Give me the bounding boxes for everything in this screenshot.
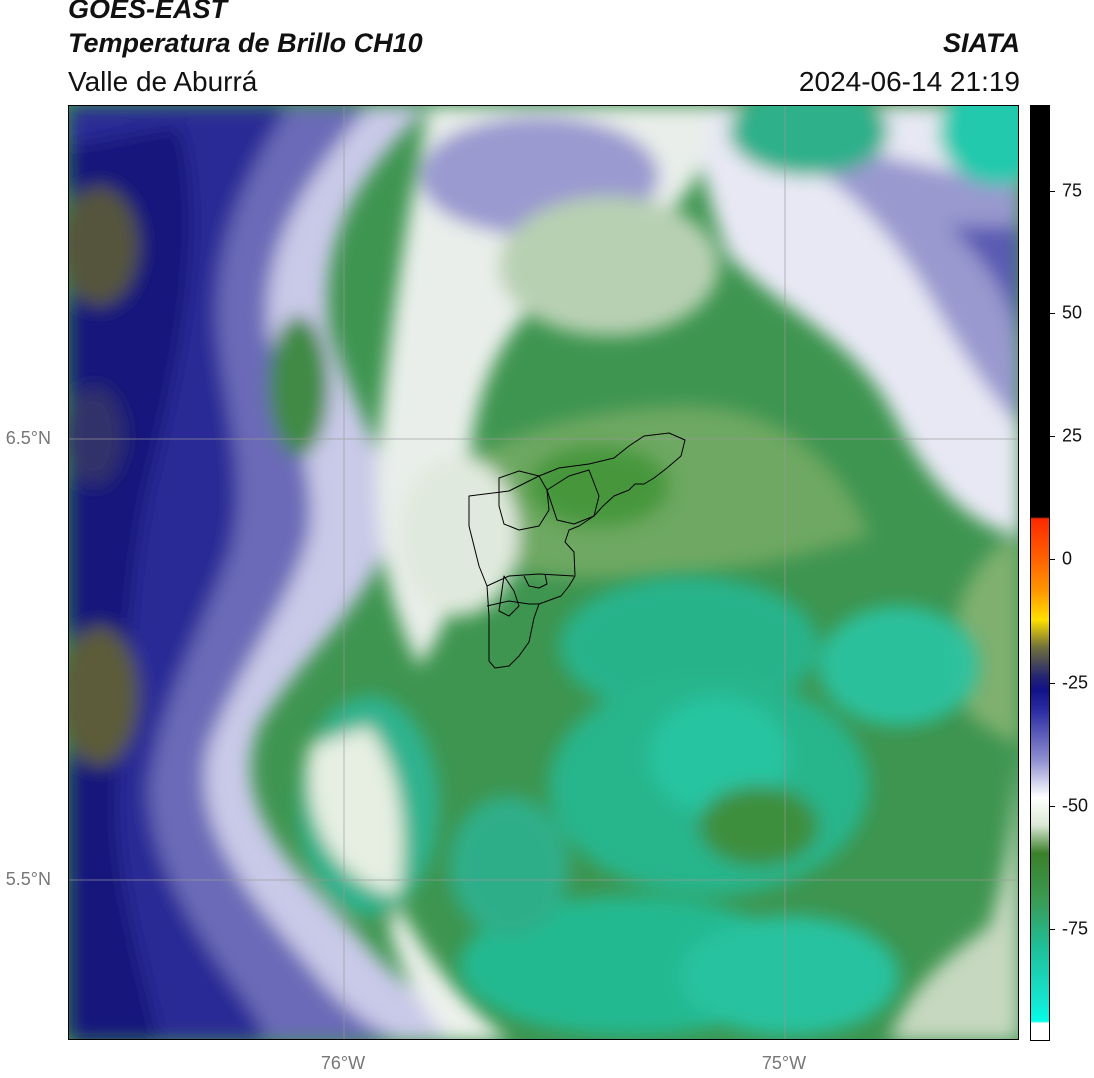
- datetime-label: 2024-06-14 21:19: [798, 66, 1020, 97]
- colorbar-label-minus25: -25: [1062, 672, 1089, 693]
- colorbar-label-minus50: -50: [1062, 795, 1089, 816]
- map-field: [69, 106, 1018, 1039]
- institution-label: SIATA: [943, 28, 1020, 58]
- colorbar-tick-minus50: [1049, 806, 1055, 807]
- lat-label-6-5: 6.5°N: [5, 428, 51, 448]
- colorbar-tick-75: [1049, 191, 1055, 192]
- colorbar-label-50: 50: [1062, 302, 1083, 323]
- temperature-colorbar: [1030, 105, 1050, 1041]
- lat-label-5-5: 5.5°N: [5, 869, 51, 889]
- colorbar-tick-minus25: [1049, 683, 1055, 684]
- municipality-boundaries: [468, 432, 686, 669]
- lon-label-76: 76°W: [320, 1053, 366, 1073]
- satellite-title: GOES-EAST: [68, 0, 228, 24]
- colorbar-label-0: 0: [1062, 548, 1073, 569]
- colorbar-tick-0: [1049, 559, 1055, 560]
- colorbar-tick-minus75: [1049, 929, 1055, 930]
- colorbar-tick-50: [1049, 313, 1055, 314]
- colorbar-label-minus75: -75: [1062, 918, 1089, 939]
- colorbar-label-75: 75: [1062, 180, 1083, 201]
- colorbar-label-25: 25: [1062, 425, 1083, 446]
- region-label: Valle de Aburrá: [68, 66, 258, 97]
- colorbar-tick-25: [1049, 436, 1055, 437]
- brightness-temperature-map[interactable]: [68, 105, 1019, 1040]
- product-title: Temperatura de Brillo CH10: [68, 28, 423, 58]
- lon-label-75: 75°W: [761, 1053, 807, 1073]
